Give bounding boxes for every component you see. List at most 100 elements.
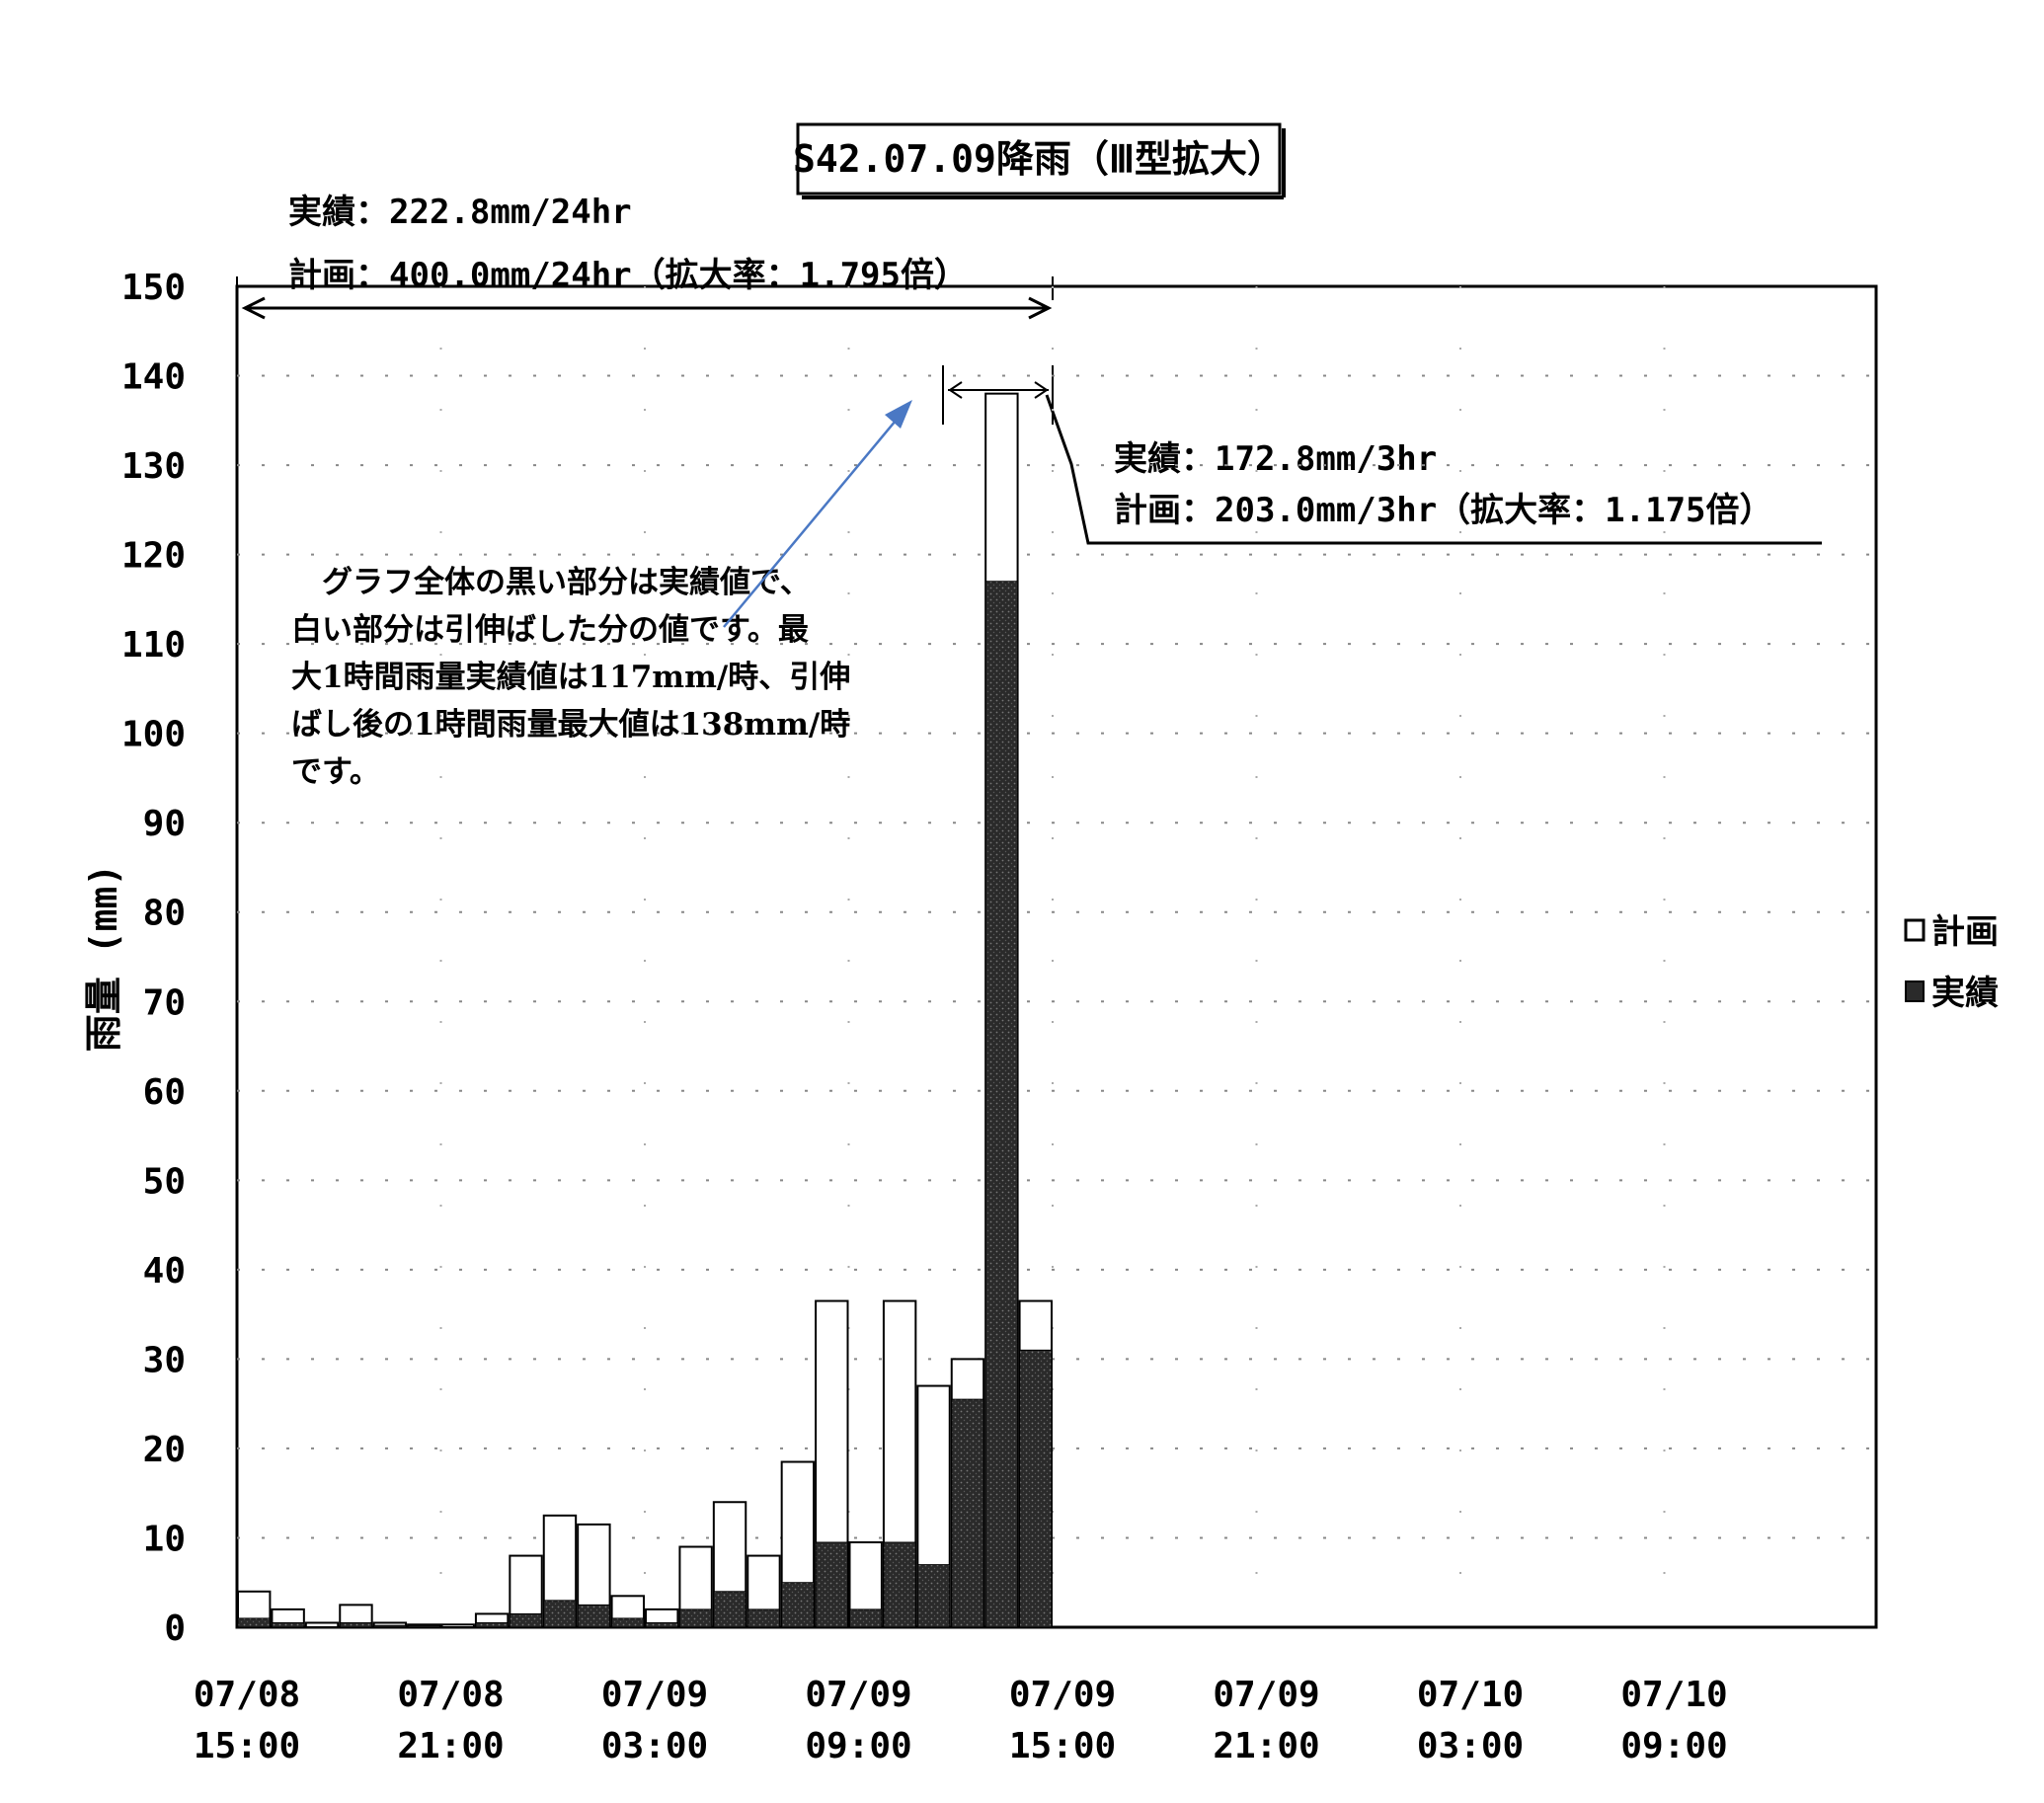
bar-actual <box>237 1617 271 1628</box>
bar-group <box>509 1554 543 1629</box>
bar-group <box>747 1554 781 1629</box>
annotation-total-plan: 計画：400.0mm/24hr（拡大率：1.795倍） <box>288 256 968 295</box>
y-tick-label: 20 <box>143 1430 186 1470</box>
legend-item-actual: 実績 <box>1905 974 1999 1013</box>
bar-group <box>237 1590 272 1628</box>
bar-group <box>882 1299 917 1628</box>
x-axis-ticks: 07/08 15:00 07/08 21:00 07/09 03:00 07/09 09:00… <box>194 1675 1728 1766</box>
legend-label-actual: 実績 <box>1931 974 1999 1013</box>
bar-group <box>984 392 1019 1628</box>
x-tick-label-date: 07/10 <box>1620 1675 1727 1715</box>
x-tick-label-date: 07/10 <box>1417 1675 1524 1715</box>
bar-group <box>407 1623 441 1629</box>
bar-actual <box>577 1604 611 1628</box>
x-tick-label-date: 07/09 <box>805 1675 911 1715</box>
bar-group <box>271 1607 305 1628</box>
y-tick-label: 60 <box>143 1072 186 1113</box>
y-tick-label: 120 <box>121 536 186 577</box>
bar-group <box>712 1501 747 1628</box>
bar-group <box>848 1540 883 1628</box>
annotation-total-actual: 実績：222.8mm/24hr <box>288 193 632 232</box>
bar-actual <box>883 1541 916 1628</box>
x-tick-label-time: 03:00 <box>601 1726 708 1766</box>
bars <box>237 392 1054 1629</box>
x-tick-label-date: 07/09 <box>1213 1675 1319 1715</box>
legend: 計画 実績 <box>1904 912 1999 1013</box>
bar-actual <box>509 1612 543 1628</box>
bar-group <box>304 1621 340 1629</box>
bar-actual <box>713 1591 747 1628</box>
bar-plan <box>440 1623 475 1629</box>
x-tick-label-date: 07/08 <box>397 1675 504 1715</box>
y-tick-label: 0 <box>164 1608 186 1649</box>
annotation-peak-actual: 実績：172.8mm/3hr <box>1114 439 1437 479</box>
bar-group <box>815 1299 849 1628</box>
bar-plan <box>304 1621 340 1629</box>
callout-line-5: です。 <box>291 754 380 790</box>
bar-group <box>1018 1299 1054 1628</box>
y-tick-label: 40 <box>143 1251 186 1292</box>
bar-group <box>372 1621 408 1629</box>
x-tick-label-date: 07/09 <box>601 1675 708 1715</box>
bar-group <box>678 1545 713 1629</box>
bar-actual <box>815 1541 848 1628</box>
bar-actual <box>1019 1349 1053 1628</box>
y-tick-label: 30 <box>143 1340 186 1380</box>
y-tick-label: 100 <box>121 715 186 755</box>
y-tick-label: 150 <box>121 268 186 308</box>
x-tick-label-time: 15:00 <box>194 1726 300 1766</box>
y-tick-label: 50 <box>143 1161 186 1202</box>
legend-swatch-plan <box>1904 918 1926 942</box>
bar-group <box>645 1607 679 1628</box>
bar-actual <box>339 1621 373 1628</box>
x-tick-label-time: 21:00 <box>1213 1726 1319 1766</box>
bar-group <box>474 1612 510 1629</box>
x-tick-label-time: 09:00 <box>1620 1726 1727 1766</box>
chart-title: S42.07.09降雨（Ⅲ型拡大） <box>793 137 1285 181</box>
bar-group <box>950 1358 985 1629</box>
y-tick-label: 110 <box>121 625 186 666</box>
bar-actual <box>407 1624 441 1628</box>
x-tick-label-time: 21:00 <box>397 1726 504 1766</box>
bar-actual <box>611 1617 645 1628</box>
bar-group <box>440 1623 475 1629</box>
y-tick-label: 80 <box>143 894 186 934</box>
annotation-24hr: 実績：222.8mm/24hr 計画：400.0mm/24hr（拡大率：1.79… <box>236 193 1054 320</box>
y-tick-label: 130 <box>121 446 186 487</box>
callout-line-3: 大1時間雨量実績値は117mm/時、引伸 <box>291 660 850 695</box>
callout: グラフ全体の黒い部分は実績値で、 白い部分は引伸ばした分の値です。最 大1時間雨… <box>291 400 912 790</box>
bar-actual <box>475 1621 509 1628</box>
bar-group <box>542 1514 578 1629</box>
y-tick-label: 90 <box>143 804 186 844</box>
y-tick-label: 140 <box>121 357 186 398</box>
bar-group <box>339 1604 373 1629</box>
bar-actual <box>543 1600 577 1628</box>
callout-arrow-head <box>885 400 912 429</box>
legend-swatch-actual <box>1905 980 1925 1002</box>
bar-actual <box>849 1608 883 1628</box>
legend-label-plan: 計画 <box>1931 912 1999 952</box>
bar-group <box>610 1595 645 1629</box>
x-tick-label-time: 15:00 <box>1009 1726 1116 1766</box>
bar-actual <box>645 1621 678 1628</box>
y-axis-ticks: 0 10 20 30 40 50 60 70 80 90 100 110 120 130 140 150 <box>121 268 186 1649</box>
bar-group <box>577 1523 611 1629</box>
y-axis-label: 雨量 (mm) <box>82 864 125 1052</box>
plot-frame <box>235 284 1878 1629</box>
bar-actual <box>916 1564 951 1628</box>
bar-actual <box>951 1398 984 1628</box>
bar-actual <box>984 581 1019 1628</box>
callout-line-1: グラフ全体の黒い部分は実績値で、 <box>291 565 811 600</box>
bar-group <box>780 1460 816 1628</box>
bar-actual <box>271 1621 305 1628</box>
x-tick-label-time: 03:00 <box>1417 1726 1524 1766</box>
annotation-3hr: 実績：172.8mm/3hr 計画：203.0mm/3hr（拡大率：1.175倍… <box>942 365 1822 545</box>
bar-actual <box>747 1608 781 1628</box>
grid-lines <box>237 286 1876 1627</box>
y-tick-label: 10 <box>143 1519 186 1559</box>
x-tick-label-date: 07/09 <box>1009 1675 1116 1715</box>
legend-item-plan: 計画 <box>1904 912 1999 952</box>
x-tick-label-date: 07/08 <box>194 1675 300 1715</box>
bar-actual <box>373 1624 407 1628</box>
